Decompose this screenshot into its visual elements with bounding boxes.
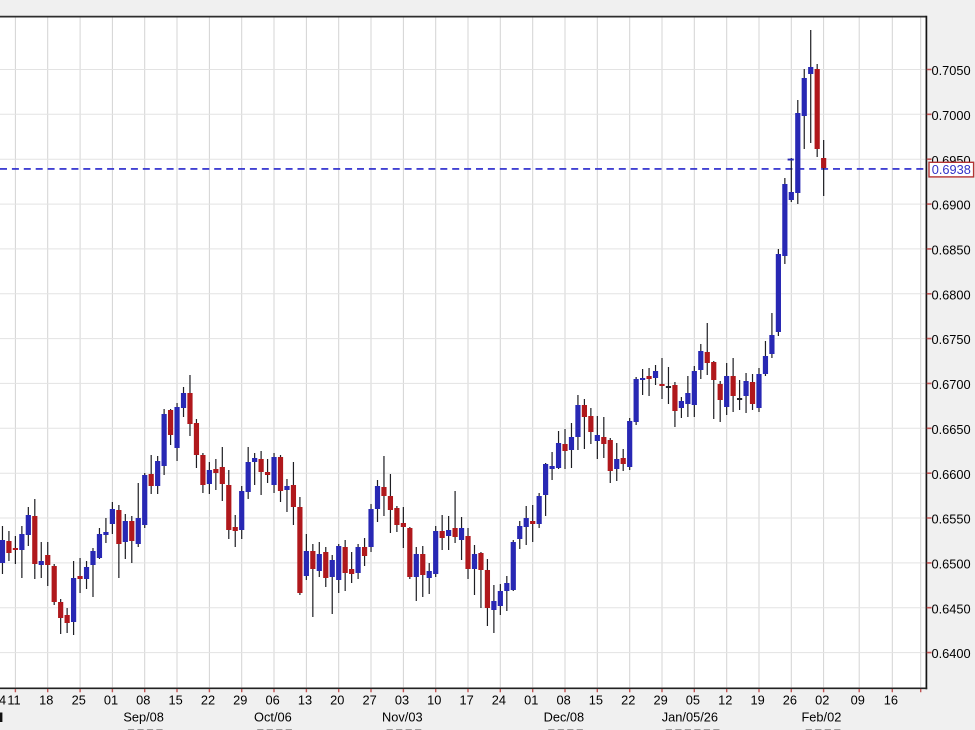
svg-text:0.6850: 0.6850 — [932, 243, 971, 258]
svg-text:0.6450: 0.6450 — [932, 601, 971, 616]
svg-text:16: 16 — [884, 692, 898, 707]
svg-text:Nov/03: Nov/03 — [382, 709, 423, 724]
svg-text:0.6400: 0.6400 — [932, 646, 971, 661]
svg-text:20: 20 — [330, 692, 344, 707]
svg-text:0.6750: 0.6750 — [932, 332, 971, 347]
svg-text:Feb/02: Feb/02 — [801, 709, 841, 724]
svg-text:24: 24 — [492, 692, 506, 707]
svg-text:11: 11 — [7, 692, 20, 707]
svg-text:13: 13 — [298, 692, 312, 707]
svg-text:0.6700: 0.6700 — [932, 377, 971, 392]
svg-text:0.6650: 0.6650 — [932, 422, 971, 437]
svg-text:10: 10 — [427, 692, 441, 707]
svg-text:18: 18 — [39, 692, 53, 707]
svg-text:17: 17 — [459, 692, 473, 707]
svg-text:01: 01 — [104, 692, 118, 707]
svg-text:Sep/08: Sep/08 — [123, 709, 164, 724]
svg-text:02: 02 — [815, 692, 829, 707]
svg-text:06: 06 — [265, 692, 279, 707]
svg-text:15: 15 — [168, 692, 182, 707]
svg-text:0.7050: 0.7050 — [932, 63, 971, 78]
svg-text:Jan/05/26: Jan/05/26 — [662, 709, 718, 724]
svg-text:09: 09 — [851, 692, 865, 707]
svg-text:0.6900: 0.6900 — [932, 198, 971, 213]
svg-text:29: 29 — [233, 692, 247, 707]
svg-text:15: 15 — [589, 692, 603, 707]
svg-text:12: 12 — [718, 692, 732, 707]
svg-text:29: 29 — [653, 692, 667, 707]
svg-text:19: 19 — [750, 692, 764, 707]
svg-text:08: 08 — [556, 692, 570, 707]
svg-text:Dec/08: Dec/08 — [544, 709, 585, 724]
svg-text:0.6550: 0.6550 — [932, 512, 971, 527]
svg-text:08: 08 — [136, 692, 150, 707]
svg-text:25: 25 — [72, 692, 86, 707]
svg-text:Oct/06: Oct/06 — [254, 709, 292, 724]
svg-text:27: 27 — [362, 692, 376, 707]
svg-text:0.6938: 0.6938 — [932, 162, 971, 177]
svg-text:0.6800: 0.6800 — [932, 287, 971, 302]
svg-text:26: 26 — [783, 692, 797, 707]
svg-text:4: 4 — [0, 692, 6, 707]
svg-text:05: 05 — [686, 692, 700, 707]
svg-text:01: 01 — [524, 692, 538, 707]
svg-text:22: 22 — [621, 692, 635, 707]
svg-text:0.6500: 0.6500 — [932, 557, 971, 572]
svg-text:0.6600: 0.6600 — [932, 467, 971, 482]
svg-text:0.7000: 0.7000 — [932, 108, 971, 123]
svg-text:22: 22 — [201, 692, 215, 707]
svg-text:03: 03 — [395, 692, 409, 707]
